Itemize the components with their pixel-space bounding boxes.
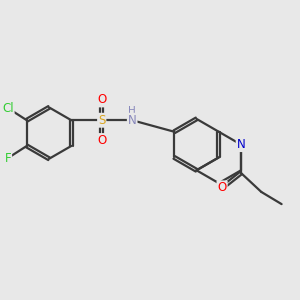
Text: F: F bbox=[4, 152, 11, 165]
Text: S: S bbox=[98, 114, 105, 127]
Text: Cl: Cl bbox=[2, 102, 14, 115]
Text: O: O bbox=[218, 182, 227, 194]
Text: O: O bbox=[97, 134, 106, 147]
Text: N: N bbox=[237, 138, 245, 151]
Text: H: H bbox=[128, 106, 136, 116]
Text: N: N bbox=[128, 114, 136, 127]
Text: O: O bbox=[97, 93, 106, 106]
